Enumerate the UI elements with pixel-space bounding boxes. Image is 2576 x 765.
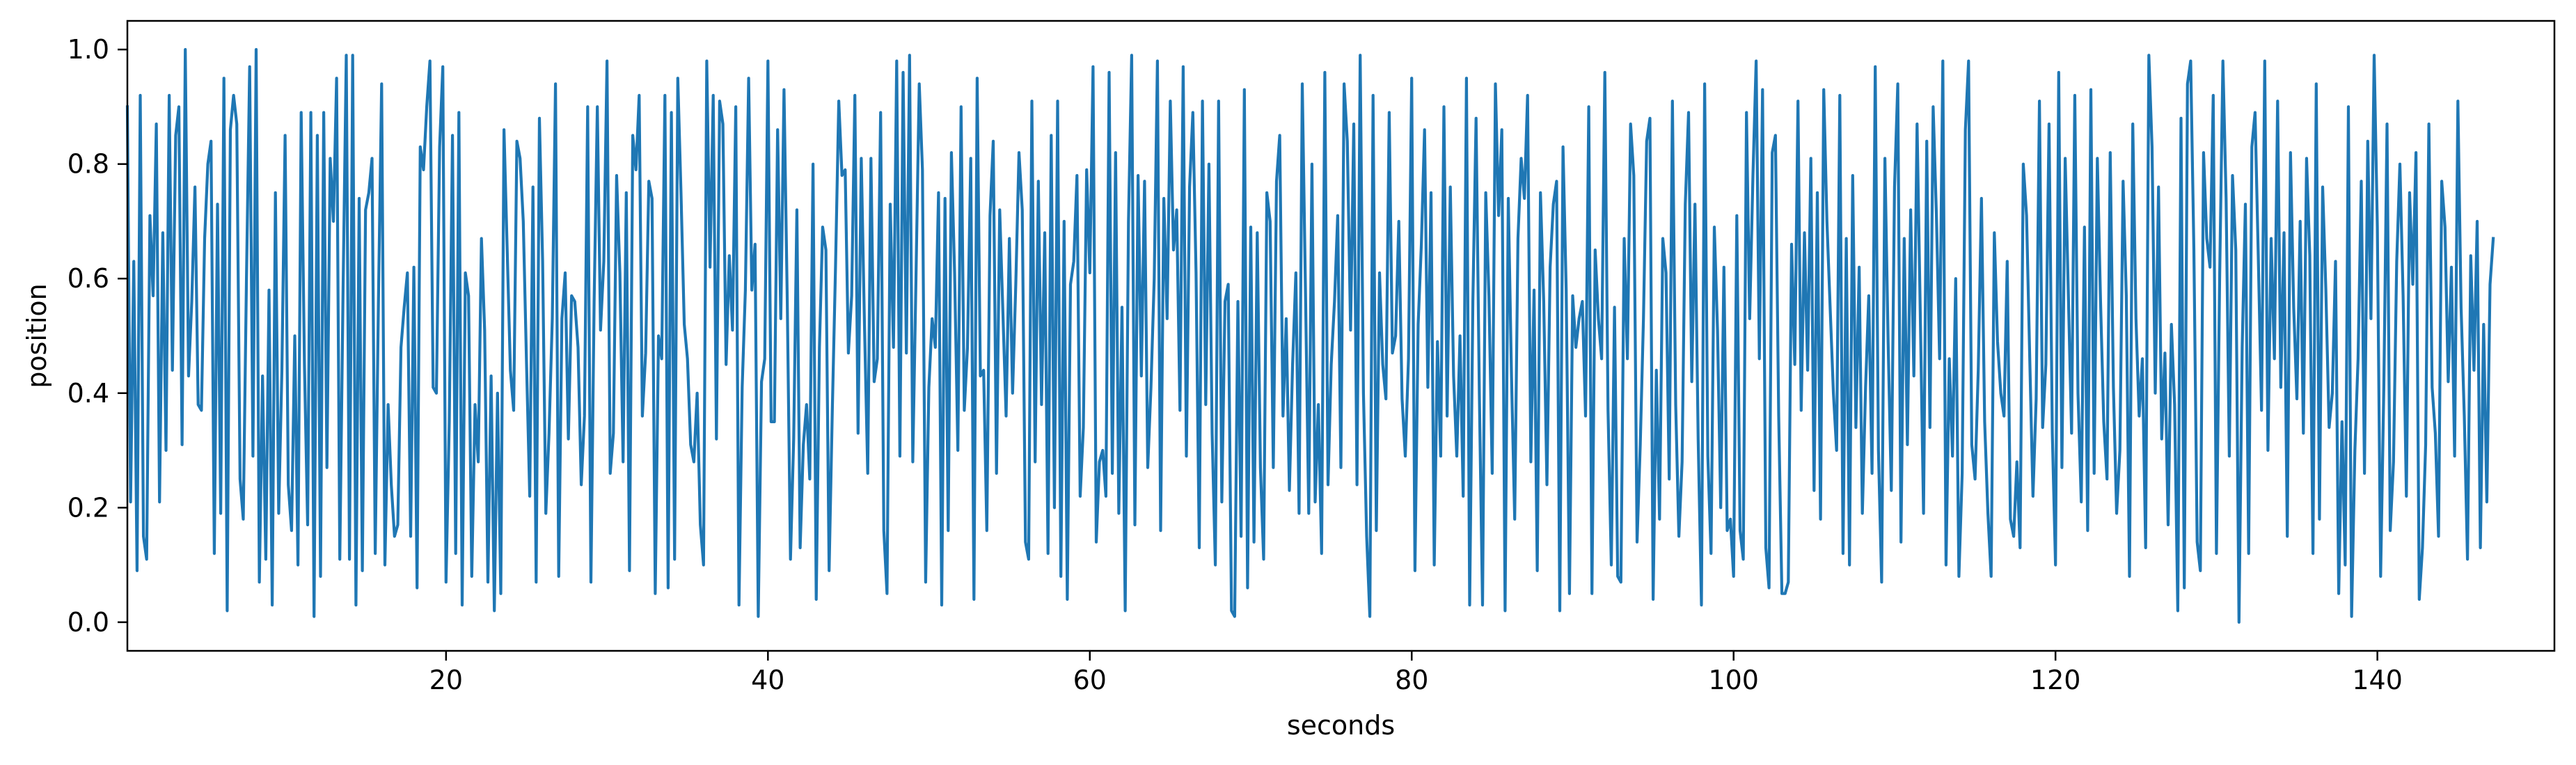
x-axis: 20 40 60 80 100 120 140 xyxy=(429,651,2403,695)
y-tick-label: 1.0 xyxy=(68,34,109,65)
x-tick-label: 140 xyxy=(2352,665,2403,695)
x-tick-label: 20 xyxy=(429,665,463,695)
x-tick-label: 80 xyxy=(1395,665,1428,695)
axes-frame xyxy=(126,19,2556,652)
x-tick-label: 100 xyxy=(1708,665,1759,695)
y-tick-label: 0.4 xyxy=(68,378,109,409)
y-tick-label: 0.8 xyxy=(68,149,109,180)
x-axis-label: seconds xyxy=(1287,710,1395,741)
y-tick-label: 0.2 xyxy=(68,492,109,523)
y-tick-label: 0.0 xyxy=(68,607,109,638)
y-axis-label: position xyxy=(22,283,52,388)
x-tick-label: 40 xyxy=(751,665,784,695)
y-axis: 0.0 0.2 0.4 0.6 0.8 1.0 xyxy=(68,34,127,638)
y-tick-label: 0.6 xyxy=(68,263,109,294)
series-layer xyxy=(125,47,2495,624)
x-tick-label: 60 xyxy=(1073,665,1107,695)
x-tick-label: 120 xyxy=(2030,665,2081,695)
series-line-0 xyxy=(125,47,2495,624)
